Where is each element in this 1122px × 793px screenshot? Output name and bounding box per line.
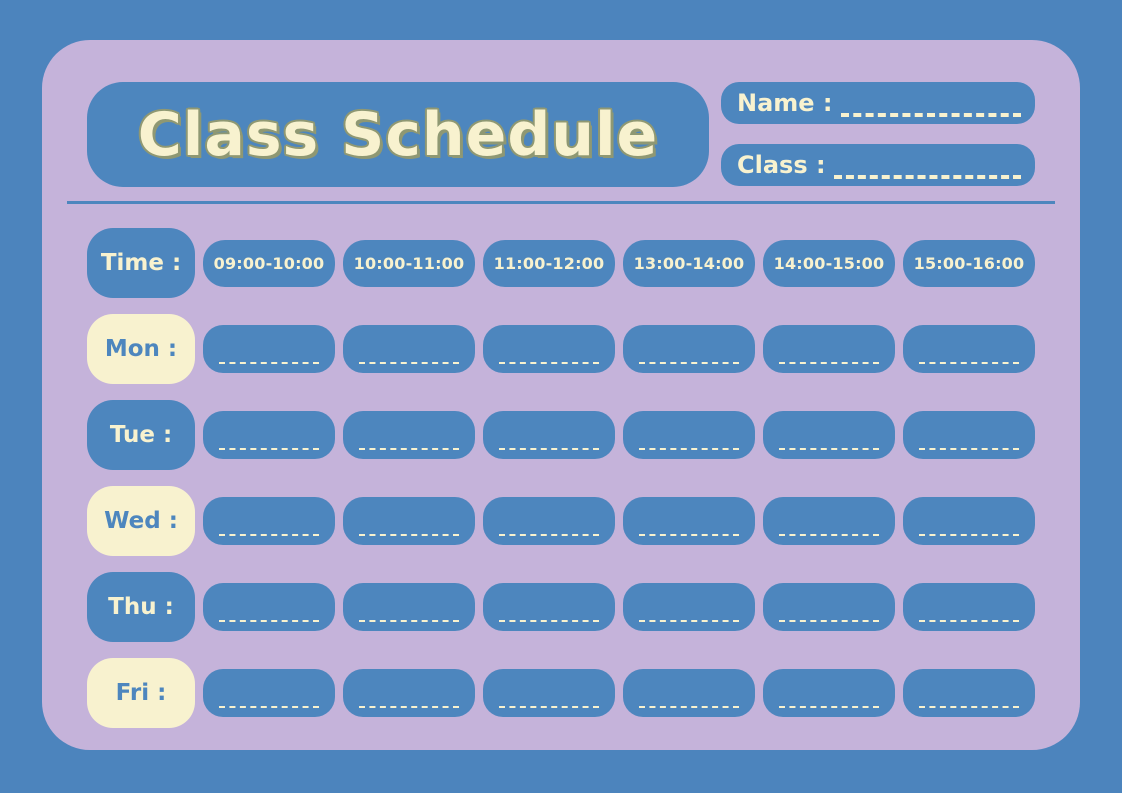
schedule-cell[interactable] <box>343 411 475 459</box>
day-label-tue: Tue : <box>87 400 195 470</box>
schedule-cell[interactable] <box>203 497 335 545</box>
schedule-cell[interactable] <box>483 411 615 459</box>
cell-writing-line <box>218 706 320 708</box>
schedule-cell[interactable] <box>903 325 1035 373</box>
cell-writing-line <box>638 362 740 364</box>
day-label-wed: Wed : <box>87 486 195 556</box>
schedule-cell[interactable] <box>623 497 755 545</box>
schedule-cell[interactable] <box>203 583 335 631</box>
cell-writing-line <box>638 620 740 622</box>
cell-writing-line <box>918 362 1020 364</box>
cell-writing-line <box>218 534 320 536</box>
cell-writing-line <box>358 362 460 364</box>
cell-writing-line <box>918 620 1020 622</box>
cell-writing-line <box>358 448 460 450</box>
name-field-label: Name : <box>737 89 833 117</box>
name-field-line[interactable] <box>840 113 1021 117</box>
cell-writing-line <box>498 362 600 364</box>
time-slot: 11:00-12:00 <box>483 239 615 287</box>
schedule-cell[interactable] <box>203 669 335 717</box>
cell-writing-line <box>498 620 600 622</box>
page-title: Class Schedule <box>137 99 659 170</box>
cell-writing-line <box>218 448 320 450</box>
schedule-cell[interactable] <box>763 669 895 717</box>
schedule-cell[interactable] <box>343 497 475 545</box>
schedule-cell[interactable] <box>483 325 615 373</box>
cell-writing-line <box>638 534 740 536</box>
schedule-cell[interactable] <box>483 669 615 717</box>
class-field-label: Class : <box>737 151 826 179</box>
cell-writing-line <box>358 620 460 622</box>
schedule-cell[interactable] <box>343 325 475 373</box>
cell-writing-line <box>918 534 1020 536</box>
cell-writing-line <box>498 448 600 450</box>
header: Class Schedule Name : Class : <box>87 82 1035 187</box>
cell-writing-line <box>498 534 600 536</box>
time-slot: 13:00-14:00 <box>623 239 755 287</box>
time-slot: 10:00-11:00 <box>343 239 475 287</box>
cell-writing-line <box>918 706 1020 708</box>
class-field: Class : <box>721 144 1035 186</box>
schedule-cell[interactable] <box>903 411 1035 459</box>
schedule-cell[interactable] <box>343 669 475 717</box>
header-divider <box>67 201 1055 204</box>
schedule-cell[interactable] <box>203 325 335 373</box>
time-row-label: Time : <box>87 228 195 298</box>
schedule-cell[interactable] <box>763 411 895 459</box>
day-label-thu: Thu : <box>87 572 195 642</box>
cell-writing-line <box>778 620 880 622</box>
schedule-grid: Time : 09:00-10:00 10:00-11:00 11:00-12:… <box>87 228 1035 728</box>
schedule-cell[interactable] <box>203 411 335 459</box>
name-field: Name : <box>721 82 1035 124</box>
schedule-cell[interactable] <box>483 497 615 545</box>
cell-writing-line <box>498 706 600 708</box>
cell-writing-line <box>778 534 880 536</box>
schedule-cell[interactable] <box>763 325 895 373</box>
schedule-cell[interactable] <box>903 583 1035 631</box>
cell-writing-line <box>778 448 880 450</box>
header-fields: Name : Class : <box>721 82 1035 186</box>
cell-writing-line <box>218 620 320 622</box>
cell-writing-line <box>778 706 880 708</box>
cell-writing-line <box>778 362 880 364</box>
schedule-card: Class Schedule Name : Class : Time : 09:… <box>42 40 1080 750</box>
cell-writing-line <box>638 706 740 708</box>
class-field-line[interactable] <box>833 175 1021 179</box>
schedule-cell[interactable] <box>903 497 1035 545</box>
schedule-cell[interactable] <box>343 583 475 631</box>
cell-writing-line <box>218 362 320 364</box>
schedule-cell[interactable] <box>623 325 755 373</box>
cell-writing-line <box>638 448 740 450</box>
time-slot: 14:00-15:00 <box>763 239 895 287</box>
cell-writing-line <box>358 706 460 708</box>
title-box: Class Schedule <box>87 82 709 187</box>
schedule-cell[interactable] <box>623 583 755 631</box>
day-label-mon: Mon : <box>87 314 195 384</box>
cell-writing-line <box>918 448 1020 450</box>
schedule-cell[interactable] <box>623 669 755 717</box>
cell-writing-line <box>358 534 460 536</box>
time-slot: 09:00-10:00 <box>203 239 335 287</box>
day-label-fri: Fri : <box>87 658 195 728</box>
schedule-cell[interactable] <box>483 583 615 631</box>
schedule-cell[interactable] <box>763 497 895 545</box>
time-slot: 15:00-16:00 <box>903 239 1035 287</box>
schedule-cell[interactable] <box>903 669 1035 717</box>
schedule-cell[interactable] <box>623 411 755 459</box>
schedule-cell[interactable] <box>763 583 895 631</box>
